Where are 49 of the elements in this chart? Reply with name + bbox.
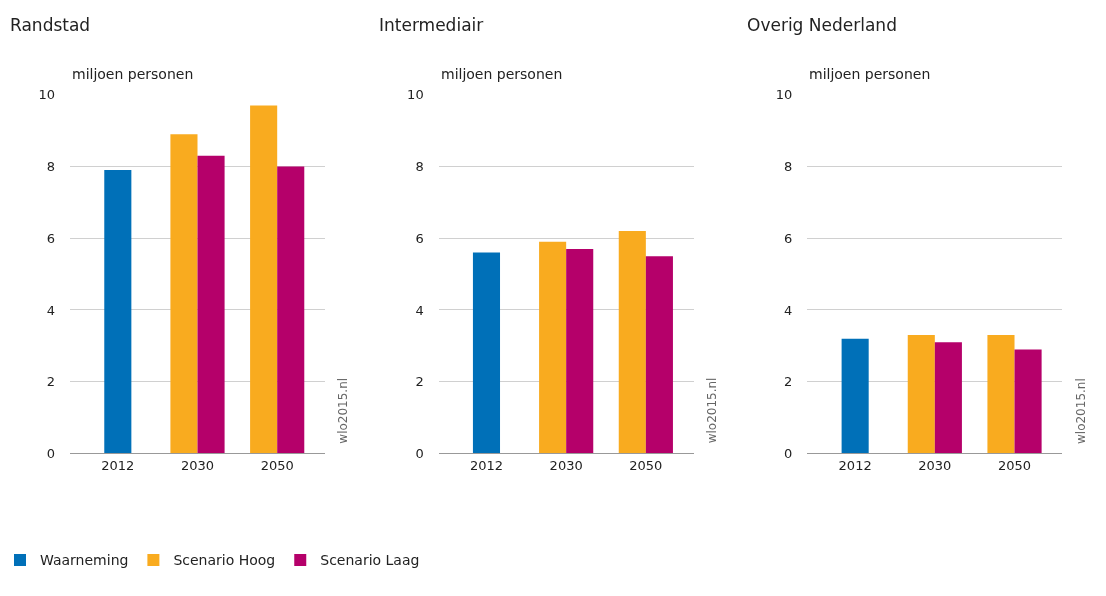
- y-tick-label: 0: [784, 446, 793, 462]
- y-tick-label: 6: [46, 230, 55, 246]
- bar: [566, 248, 594, 454]
- y-tick-label: 4: [415, 302, 424, 318]
- y-tick-label: 10: [38, 87, 55, 103]
- bar: [170, 134, 198, 454]
- y-axis-title: miljoen personen: [809, 66, 931, 82]
- bar: [539, 241, 567, 454]
- x-tick-label: 2030: [549, 458, 583, 474]
- bar: [645, 256, 673, 454]
- chart-title: Intermediair: [379, 15, 484, 35]
- bar: [197, 155, 225, 454]
- y-tick-label: 2: [415, 374, 424, 390]
- y-tick-label: 10: [407, 87, 424, 103]
- bar: [277, 166, 305, 454]
- legend-label: Scenario Laag: [320, 552, 420, 569]
- x-tick-label: 2012: [469, 458, 504, 474]
- bar: [618, 231, 646, 454]
- legend-label: Scenario Hoog: [173, 552, 276, 569]
- x-tick-label: 2030: [918, 458, 952, 474]
- bar: [104, 170, 132, 454]
- y-tick-label: 8: [415, 159, 424, 175]
- y-tick-label: 0: [415, 446, 424, 462]
- y-tick-label: 10: [775, 87, 793, 103]
- chart-title: Randstad: [10, 15, 91, 35]
- bar: [472, 252, 501, 454]
- bar: [250, 105, 278, 454]
- y-axis-title: miljoen personen: [441, 66, 563, 82]
- text: wlo2015.nl: [704, 377, 719, 444]
- y-tick-label: 2: [46, 374, 55, 390]
- x-tick-label: 2050: [629, 458, 663, 474]
- y-axis-title: miljoen personen: [72, 66, 194, 82]
- y-tick-label: 4: [784, 302, 793, 318]
- y-tick-label: 2: [784, 374, 793, 390]
- y-tick-label: 6: [415, 230, 424, 246]
- text: wlo2015.nl: [1073, 378, 1088, 445]
- text: wlo2015.nl: [336, 377, 351, 444]
- y-tick-label: 8: [784, 159, 793, 175]
- x-tick-label: 2030: [180, 458, 215, 474]
- x-tick-label: 2050: [997, 458, 1032, 474]
- x-tick-label: 2012: [838, 458, 872, 474]
- y-tick-label: 6: [784, 230, 793, 246]
- x-tick-label: 2012: [101, 458, 135, 474]
- y-tick-label: 8: [46, 159, 55, 175]
- chart-title: Overig Nederland: [747, 15, 897, 35]
- x-tick-label: 2050: [260, 458, 294, 474]
- y-tick-label: 4: [46, 302, 55, 318]
- y-tick-label: 0: [46, 446, 55, 462]
- legend-label: Waarneming: [40, 552, 129, 569]
